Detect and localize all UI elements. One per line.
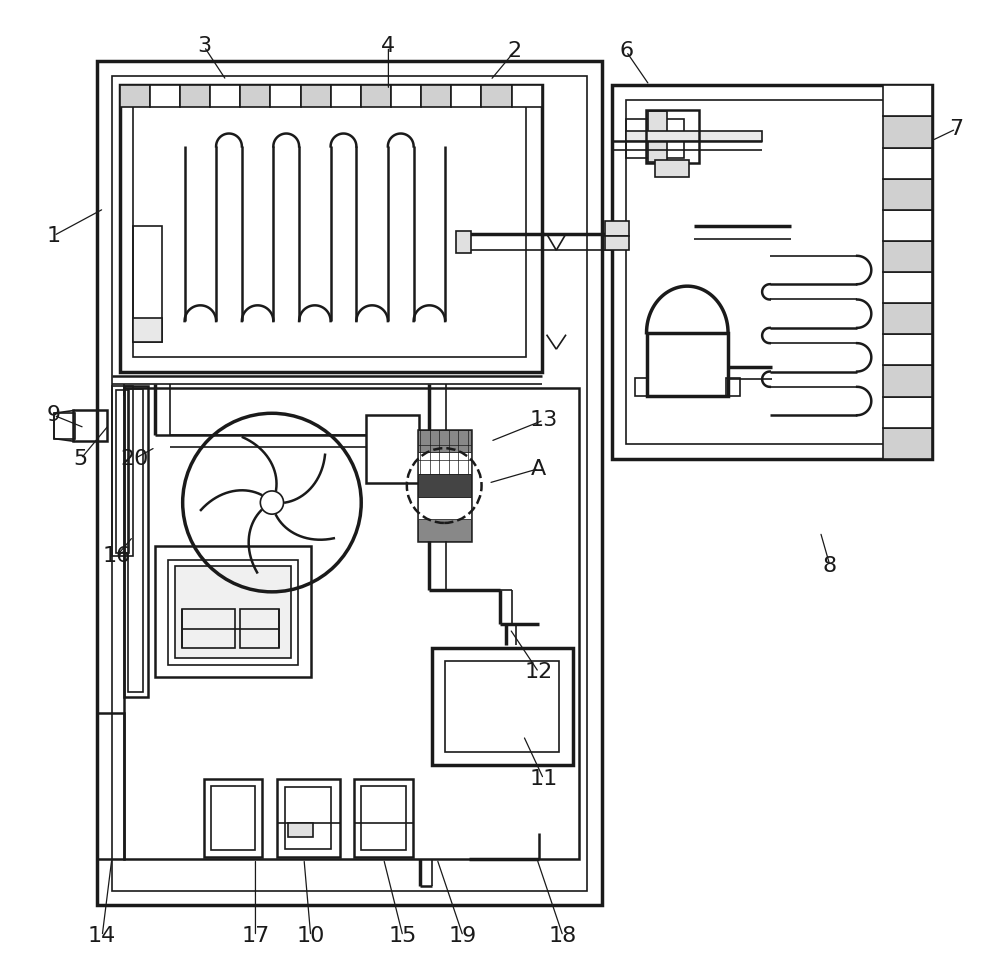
Bar — [883, 241, 932, 272]
Bar — [883, 427, 932, 459]
Text: 10: 10 — [297, 926, 325, 947]
Bar — [626, 100, 917, 444]
Bar — [361, 786, 406, 850]
Text: 14: 14 — [88, 926, 116, 947]
Bar — [150, 85, 180, 106]
Text: 20: 20 — [120, 449, 148, 468]
Bar — [155, 547, 311, 677]
Bar — [391, 85, 421, 106]
Bar — [626, 131, 762, 141]
Bar — [270, 85, 301, 106]
Text: 6: 6 — [619, 41, 633, 61]
Bar — [354, 779, 413, 857]
Bar — [481, 85, 512, 106]
Bar — [168, 560, 298, 665]
Text: 2: 2 — [507, 41, 522, 61]
Text: 8: 8 — [823, 555, 837, 576]
Bar — [605, 222, 629, 235]
Text: 5: 5 — [74, 449, 88, 468]
Bar — [73, 410, 107, 441]
Bar — [432, 648, 573, 764]
Text: 1: 1 — [47, 225, 61, 246]
Text: 7: 7 — [949, 119, 963, 139]
Text: 11: 11 — [530, 769, 558, 790]
Bar — [418, 474, 471, 497]
Bar — [883, 396, 932, 427]
Bar — [635, 379, 648, 396]
Text: 15: 15 — [389, 926, 417, 947]
Text: 19: 19 — [449, 926, 477, 947]
Bar — [445, 661, 559, 752]
Text: 18: 18 — [549, 926, 577, 947]
Bar — [124, 386, 148, 697]
Bar — [180, 85, 210, 106]
Bar — [361, 85, 391, 106]
Bar — [211, 786, 255, 850]
Bar — [626, 119, 684, 158]
Bar — [54, 413, 75, 438]
Text: 3: 3 — [197, 36, 211, 57]
Bar — [128, 389, 143, 692]
Bar — [418, 519, 471, 542]
Text: 16: 16 — [103, 546, 131, 566]
Bar — [883, 210, 932, 241]
Text: 17: 17 — [241, 926, 270, 947]
Bar — [240, 85, 270, 106]
Bar — [883, 116, 932, 147]
Bar — [112, 75, 587, 891]
Bar — [418, 452, 471, 474]
Bar — [175, 566, 291, 658]
Bar — [655, 160, 689, 178]
Bar — [418, 497, 471, 519]
Bar — [883, 304, 932, 335]
Bar — [883, 179, 932, 210]
Bar — [883, 335, 932, 365]
Bar — [366, 415, 419, 483]
Bar — [512, 85, 542, 106]
Bar — [726, 379, 740, 396]
Bar — [120, 85, 542, 372]
Bar — [883, 147, 932, 179]
Bar — [210, 85, 240, 106]
Text: 12: 12 — [525, 663, 553, 682]
Bar — [451, 85, 481, 106]
Bar — [456, 231, 471, 253]
Bar — [612, 85, 932, 459]
Text: 4: 4 — [381, 36, 395, 57]
Bar — [133, 318, 162, 343]
Bar — [647, 333, 728, 396]
Bar — [883, 365, 932, 396]
Text: A: A — [531, 459, 546, 478]
Bar — [648, 111, 667, 162]
Bar — [277, 779, 340, 857]
Bar — [120, 85, 150, 106]
Bar — [301, 85, 331, 106]
Bar — [240, 609, 279, 648]
Bar — [418, 429, 471, 452]
Bar — [331, 85, 361, 106]
Bar — [97, 61, 602, 906]
Bar — [285, 787, 331, 849]
Text: 9: 9 — [47, 405, 61, 426]
Bar — [182, 609, 235, 648]
Bar — [646, 109, 699, 163]
Bar — [133, 226, 162, 343]
Bar — [124, 388, 579, 859]
Bar — [605, 235, 629, 250]
Bar — [116, 390, 129, 553]
Text: 13: 13 — [530, 410, 558, 430]
Bar — [883, 272, 932, 304]
Bar — [133, 100, 526, 357]
Bar — [288, 823, 313, 837]
Bar — [112, 386, 133, 556]
Bar — [421, 85, 451, 106]
Bar — [204, 779, 262, 857]
Bar — [883, 85, 932, 116]
Bar — [418, 429, 471, 542]
Bar — [97, 713, 124, 859]
